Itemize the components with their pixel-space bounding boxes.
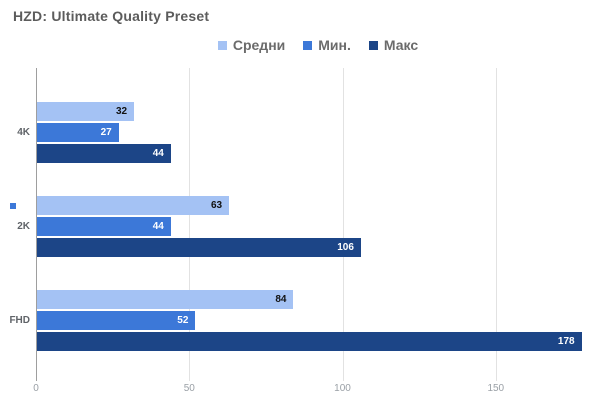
bar-4K-Мин.[interactable]: 27 [36,123,119,142]
x-tick-label-50: 50 [183,383,195,394]
bar-value-label: 52 [177,314,189,326]
chart-title: HZD: Ultimate Quality Preset [13,8,210,24]
legend-label: Макс [383,37,419,53]
gridline-x-50 [189,68,191,381]
bar-2K-Мин.[interactable]: 44 [36,217,171,236]
legend-swatch-icon [368,40,378,50]
bar-value-label: 178 [557,335,575,347]
legend-label: Средни [232,37,286,53]
bar-2K-Средни[interactable]: 63 [36,196,230,215]
bar-value-label: 44 [152,220,164,232]
legend-item-3[interactable]: Макс [368,37,419,53]
bar-value-label: 63 [210,199,223,211]
bar-group-2K: 2K 63 44 106 [17,196,600,257]
x-tick-label-100: 100 [334,383,351,394]
chart-legend: Средни Мин. Макс [36,37,600,53]
legend-swatch-icon [217,40,227,50]
category-label-2K: 2K [17,221,30,232]
bar-value-label: 106 [337,241,354,253]
bar-value-label: 84 [275,293,287,305]
bar-FHD-Средни[interactable]: 84 [36,290,294,309]
bar-4K-Средни[interactable]: 32 [36,102,135,121]
legend-item-2[interactable]: Мин. [303,37,351,53]
legend-swatch-icon [303,40,313,50]
x-tick-label-150: 150 [487,383,505,394]
bar-value-label: 27 [100,126,112,138]
stray-legend-square-icon [10,203,16,209]
bar-group-4K: 4K 32 27 44 [17,102,600,163]
plot-area: 0 50 100 150 4K 32 27 44 2K 63 44 106 FHD 84 52 178 [9,68,600,394]
x-tick-label-0: 0 [33,383,39,394]
bar-FHD-Макс[interactable]: 178 [36,332,582,351]
bar-value-label: 32 [115,105,128,117]
legend-label: Мин. [318,37,351,53]
gridline-x-100 [342,68,344,381]
y-axis-line [36,68,37,381]
bar-2K-Макс[interactable]: 106 [36,238,361,257]
bar-group-FHD: FHD 84 52 178 [9,290,600,351]
bar-FHD-Мин.[interactable]: 52 [36,311,196,330]
legend-item-1[interactable]: Средни [217,37,286,53]
bar-4K-Макс[interactable]: 44 [36,144,171,163]
gridline-x-150 [495,68,497,381]
category-label-4K: 4K [17,127,30,138]
bar-value-label: 44 [152,147,164,159]
category-label-FHD: FHD [9,315,30,326]
